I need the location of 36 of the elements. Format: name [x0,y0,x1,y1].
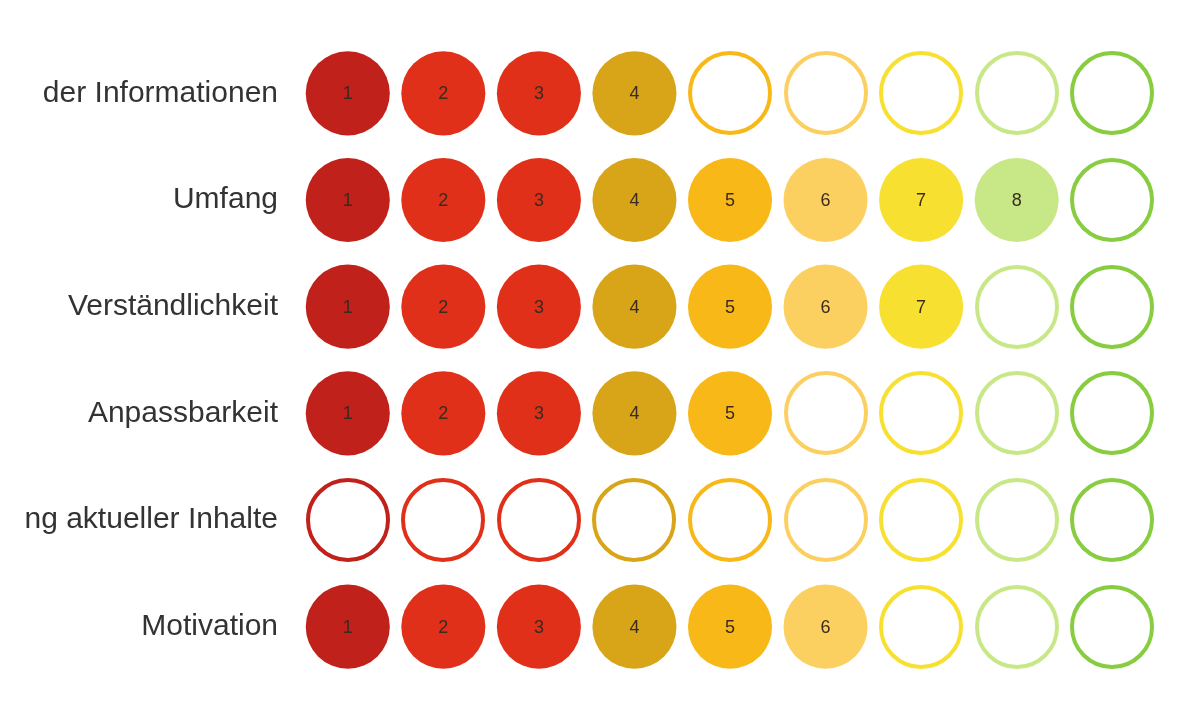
data-label: 3 [533,189,544,210]
data-label: 4 [629,403,640,424]
data-label: 1 [342,403,353,424]
data-label: 4 [629,296,640,317]
data-label: 1 [342,83,353,104]
data-label: 8 [1011,189,1022,210]
category-label: Motivation [141,607,278,641]
data-label: 4 [629,189,640,210]
data-label: 7 [916,296,927,317]
data-label: 3 [533,616,544,637]
data-label: 6 [820,616,831,637]
data-label: 2 [438,403,449,424]
data-label: 5 [724,616,736,637]
data-label: 6 [820,296,831,317]
category-label: Anpassbarkeit [87,394,279,428]
category-label: Umfang [172,181,278,215]
data-label: 2 [438,83,449,104]
data-label: 2 [438,189,449,210]
data-label: 1 [342,296,353,317]
data-label: 1 [342,189,353,210]
data-label: 2 [438,296,449,317]
data-label: 4 [629,616,640,637]
category-label: ng aktueller Inhalte [24,501,278,535]
data-label: 4 [629,83,640,104]
category-label: der Informationen [42,74,278,108]
data-label: 6 [820,189,831,210]
data-label: 3 [533,403,544,424]
data-label: 5 [724,296,736,317]
data-label: 5 [724,189,736,210]
data-label: 2 [438,616,449,637]
category-label: Verständlichkeit [67,287,279,321]
data-label: 3 [533,83,544,104]
data-label: 7 [916,189,927,210]
data-label: 1 [342,616,353,637]
data-label: 5 [724,403,736,424]
data-label: 3 [533,296,544,317]
